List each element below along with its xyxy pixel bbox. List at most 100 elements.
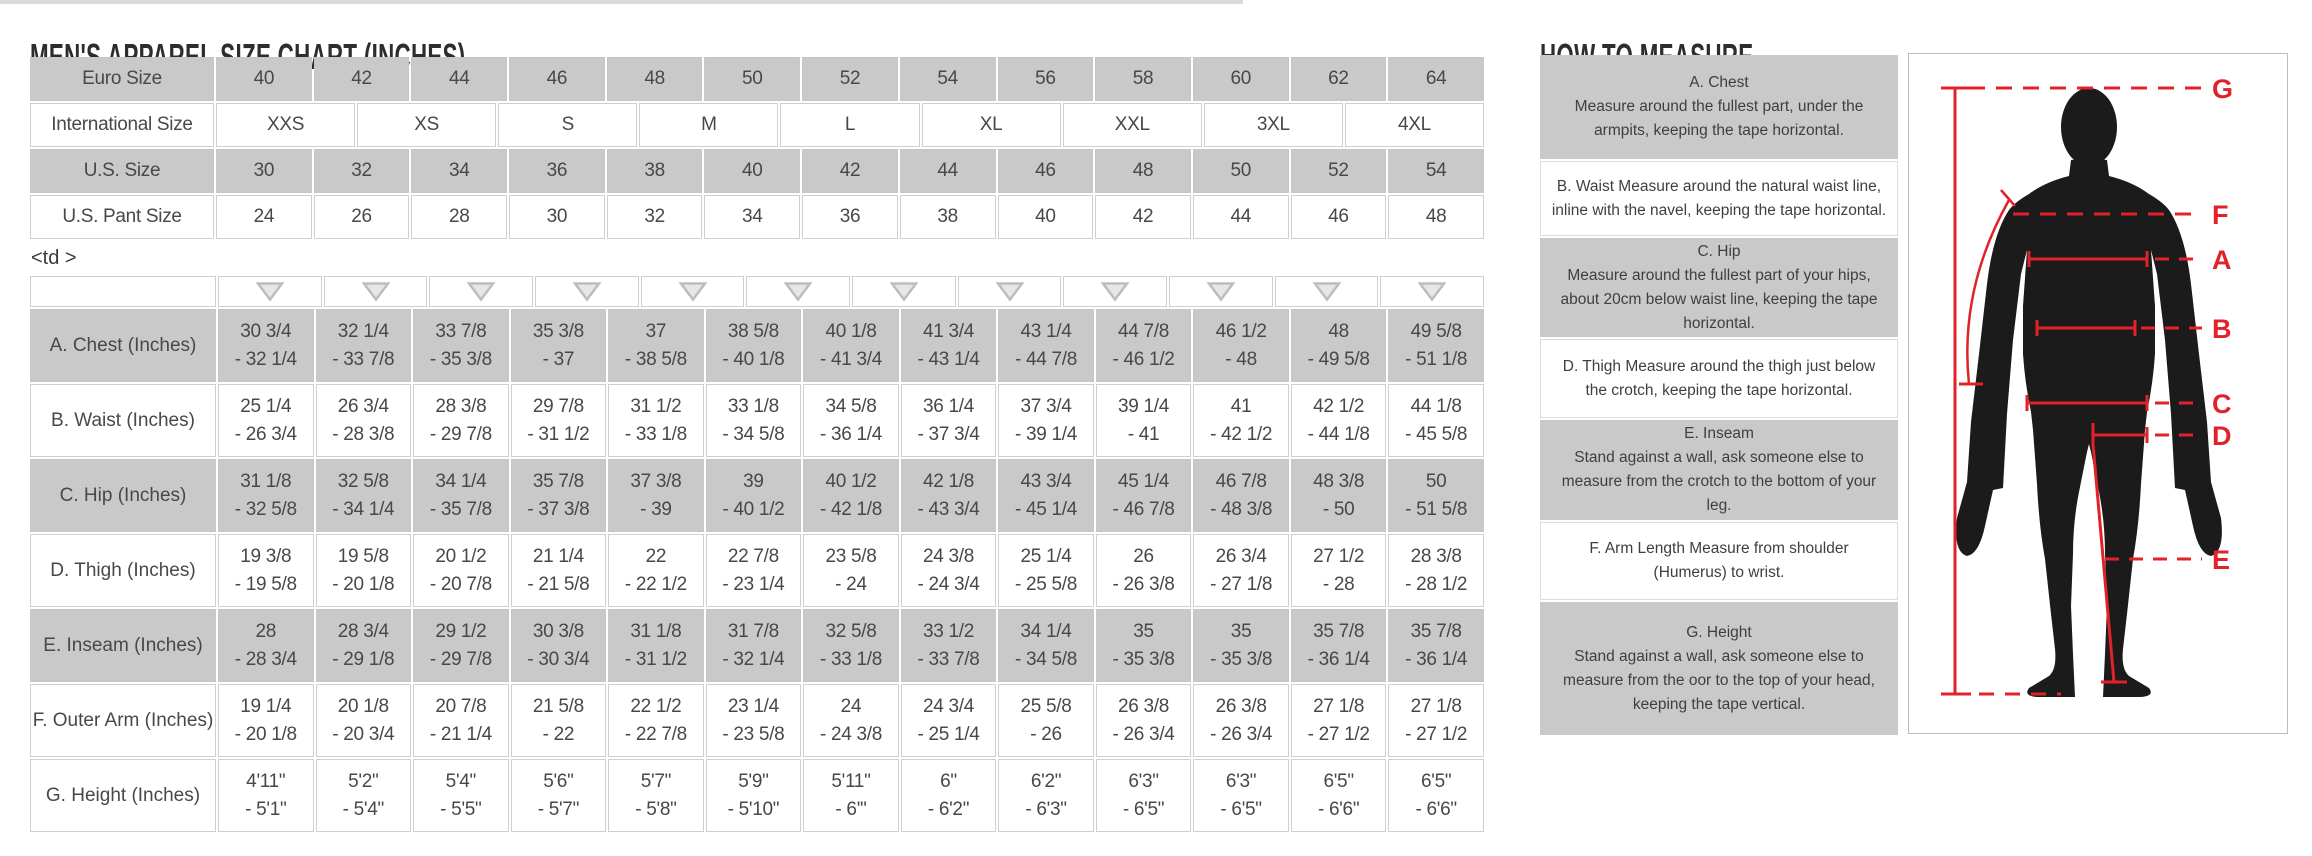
range-end: - 48 3/8 xyxy=(1210,498,1273,520)
range-end: - 42 1/8 xyxy=(819,498,882,520)
range-start: 37 3/4 xyxy=(1020,395,1072,417)
measurement-range-cell: 36 1/4 - 37 3/4 xyxy=(900,384,997,457)
range-start: 26 3/4 xyxy=(337,395,389,417)
range-start: 48 3/8 xyxy=(1313,470,1365,492)
measurement-range-cell: 5'4" - 5'5" xyxy=(413,759,509,832)
range-start: 22 7/8 xyxy=(727,545,779,567)
range-end: - 27 1/2 xyxy=(1405,723,1468,745)
measurement-range-cell: 32 1/4 - 33 7/8 xyxy=(315,309,412,382)
range-start: 42 1/8 xyxy=(922,470,974,492)
range-end: - 30 3/4 xyxy=(527,648,590,670)
range-start: 33 7/8 xyxy=(435,320,487,342)
size-cell: XL xyxy=(921,103,1061,147)
range-end: - 5'5" xyxy=(440,798,482,820)
measurement-range-cell: 6'5" - 6'6" xyxy=(1388,759,1484,832)
range-end: - 22 xyxy=(542,723,575,745)
range-end: - 32 1/4 xyxy=(722,648,785,670)
measurement-range-cell: 40 1/8 - 41 3/4 xyxy=(803,309,899,382)
measurement-row-label: C. Hip (Inches) xyxy=(30,459,216,532)
range-start: 30 3/4 xyxy=(240,320,292,342)
range-start: 29 1/2 xyxy=(435,620,487,642)
range-end: - 28 3/8 xyxy=(332,423,395,445)
measurement-range-cell: 33 1/2 - 33 7/8 xyxy=(900,609,997,682)
size-cell: 54 xyxy=(899,57,996,101)
range-end: - 39 1/4 xyxy=(1015,423,1078,445)
range-end: - 33 1/8 xyxy=(624,423,687,445)
measurement-range-cell: 5'7" - 5'8" xyxy=(608,759,704,832)
range-end: - 51 1/8 xyxy=(1405,348,1468,370)
measurement-range-cell: 41 3/4 - 43 1/4 xyxy=(900,309,997,382)
measurement-range-cell: 27 1/8 - 27 1/2 xyxy=(1388,684,1484,757)
size-cell: 38 xyxy=(899,195,996,239)
measurement-lines xyxy=(1941,86,2202,696)
inseam-line xyxy=(2091,443,2116,683)
measurement-range-cell: 5'11" - 6'" xyxy=(803,759,899,832)
measurement-range-cell: 26 3/8 - 26 3/4 xyxy=(1193,684,1289,757)
measurement-range-cell: 19 3/8 - 19 5/8 xyxy=(218,534,314,607)
instruction-text: Measure around the fullest part, under t… xyxy=(1574,98,1864,139)
range-end: - 36 1/4 xyxy=(1307,648,1370,670)
range-start: 45 1/4 xyxy=(1118,470,1170,492)
measurement-range-cell: 23 5/8 - 24 xyxy=(803,534,899,607)
measurement-range-cell: 20 7/8 - 21 1/4 xyxy=(413,684,509,757)
range-start: 25 1/4 xyxy=(240,395,292,417)
arm-curve-top-tick xyxy=(2000,189,2016,207)
size-cell: 32 xyxy=(313,149,410,193)
size-cell: 30 xyxy=(216,149,312,193)
range-start: 33 1/8 xyxy=(727,395,779,417)
range-end: - 5'10" xyxy=(727,798,780,820)
measurement-range-cell: 35 - 35 3/8 xyxy=(1095,609,1192,682)
range-start: 19 5/8 xyxy=(337,545,389,567)
range-end: - 26 3/4 xyxy=(1112,723,1175,745)
range-end: - 6'2" xyxy=(927,798,970,820)
measurement-row: C. Hip (Inches) 31 1/8 - 32 5/8 32 5/8 - 34 … xyxy=(30,459,1484,532)
range-start: 24 3/4 xyxy=(922,695,974,717)
measurement-range-cell: 29 7/8 - 31 1/2 xyxy=(510,384,607,457)
measurement-range-cell: 40 1/2 - 42 1/8 xyxy=(803,459,899,532)
header-triangle-cell xyxy=(640,276,745,307)
instruction-box: F. Arm Length Measure from shoulder (Hum… xyxy=(1540,522,1898,600)
body-silhouette xyxy=(1956,88,2222,697)
size-cell: 34 xyxy=(704,195,801,239)
range-end: - 46 7/8 xyxy=(1112,498,1175,520)
range-start: 5'7" xyxy=(640,770,672,792)
b-waist-line xyxy=(2035,320,2137,336)
header-triangle-cell xyxy=(535,276,639,307)
range-start: 22 xyxy=(645,545,667,567)
range-start: 23 5/8 xyxy=(825,545,877,567)
measurement-range-cell: 50 - 51 5/8 xyxy=(1388,459,1484,532)
range-start: 4'11" xyxy=(246,770,286,792)
measurement-range-cell: 25 1/4 - 25 5/8 xyxy=(998,534,1094,607)
measurement-range-cell: 42 1/8 - 43 3/4 xyxy=(900,459,997,532)
range-end: - 29 7/8 xyxy=(429,423,492,445)
sort-down-triangle-icon xyxy=(1312,282,1342,302)
header-triangle-cell xyxy=(323,276,428,307)
range-start: 5'9" xyxy=(738,770,769,792)
size-cell: S xyxy=(498,103,638,147)
range-end: - 34 5/8 xyxy=(722,423,785,445)
measurement-range-cell: 32 5/8 - 33 1/8 xyxy=(803,609,899,682)
range-start: 21 5/8 xyxy=(532,695,584,717)
range-end: - 23 1/4 xyxy=(722,573,785,595)
range-end: - 20 1/8 xyxy=(234,723,297,745)
size-cell: 26 xyxy=(313,195,410,239)
sort-down-triangle-icon xyxy=(466,282,496,302)
range-start: 37 xyxy=(645,320,667,342)
measurement-range-cell: 5'9" - 5'10" xyxy=(705,759,802,832)
conversion-row: Euro Size 40 42 44 46 48 50 52 54 56 58 60 62 64 xyxy=(30,57,1484,101)
measurement-range-cell: 42 1/2 - 44 1/8 xyxy=(1290,384,1387,457)
range-start: 32 1/4 xyxy=(337,320,389,342)
measurement-range-cell: 33 7/8 - 35 3/8 xyxy=(413,309,509,382)
measurement-range-cell: 39 - 40 1/2 xyxy=(705,459,802,532)
sort-down-triangle-icon xyxy=(1206,282,1236,302)
measurement-range-cell: 37 3/4 - 39 1/4 xyxy=(998,384,1094,457)
header-triangle-cell xyxy=(1380,276,1485,307)
sort-down-triangle-icon xyxy=(889,282,919,302)
measurement-range-cell: 28 3/8 - 28 1/2 xyxy=(1388,534,1484,607)
instruction-title: C. Hip xyxy=(1697,242,1741,260)
measurement-range-cell: 28 - 28 3/4 xyxy=(218,609,314,682)
range-start: 20 7/8 xyxy=(435,695,487,717)
range-start: 22 1/2 xyxy=(630,695,682,717)
measurement-range-cell: 31 1/8 - 31 1/2 xyxy=(608,609,704,682)
label-c: C xyxy=(2212,389,2232,419)
